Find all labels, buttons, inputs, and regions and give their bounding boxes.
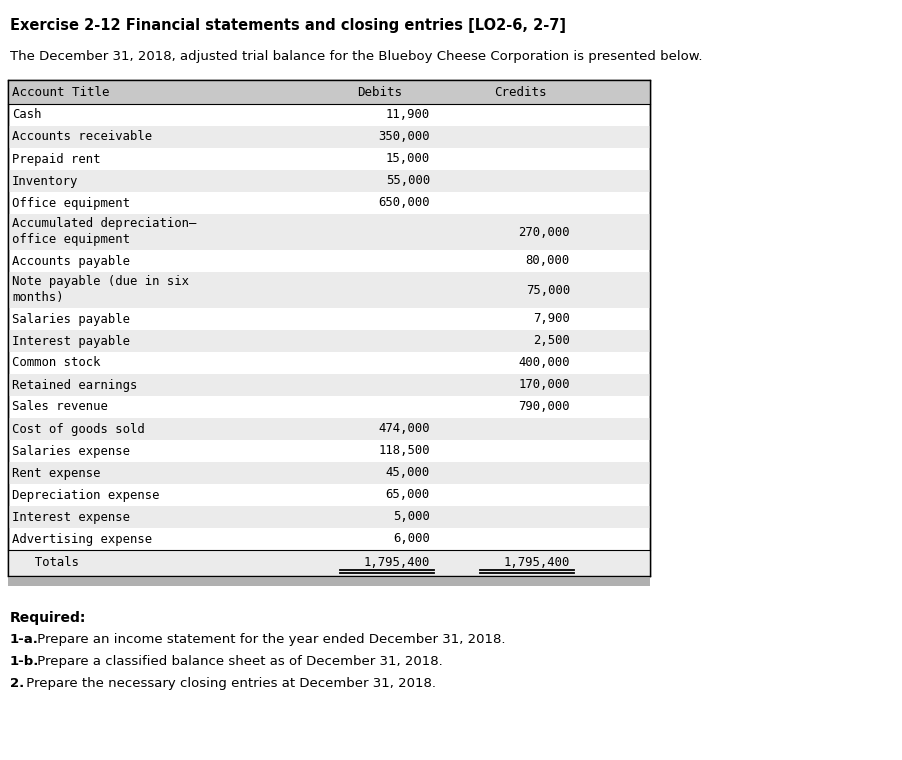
Text: 474,000: 474,000 <box>378 423 430 435</box>
Bar <box>8 550 650 576</box>
Text: 1,795,400: 1,795,400 <box>503 556 570 569</box>
Bar <box>8 170 650 192</box>
Text: 75,000: 75,000 <box>526 283 570 296</box>
Text: Totals: Totals <box>20 556 79 569</box>
Text: Accumulated depreciation–: Accumulated depreciation– <box>12 217 197 230</box>
Text: Common stock: Common stock <box>12 356 100 369</box>
Text: 45,000: 45,000 <box>386 467 430 480</box>
Bar <box>8 214 650 250</box>
Text: Prepare an income statement for the year ended December 31, 2018.: Prepare an income statement for the year… <box>33 633 506 646</box>
Text: months): months) <box>12 291 64 305</box>
Text: The December 31, 2018, adjusted trial balance for the Blueboy Cheese Corporation: The December 31, 2018, adjusted trial ba… <box>10 50 703 63</box>
Text: 6,000: 6,000 <box>393 533 430 546</box>
Text: 1,795,400: 1,795,400 <box>364 556 430 569</box>
Text: Credits: Credits <box>493 86 547 99</box>
Text: 5,000: 5,000 <box>393 511 430 524</box>
Text: Sales revenue: Sales revenue <box>12 401 108 413</box>
Text: Salaries expense: Salaries expense <box>12 445 130 458</box>
Text: 270,000: 270,000 <box>519 226 570 239</box>
Text: Required:: Required: <box>10 611 87 625</box>
Bar <box>8 330 650 352</box>
Bar <box>8 578 650 586</box>
Bar <box>8 462 650 484</box>
Bar <box>8 506 650 528</box>
Bar <box>8 418 650 440</box>
Text: Salaries payable: Salaries payable <box>12 312 130 325</box>
Text: Office equipment: Office equipment <box>12 197 130 210</box>
Text: Advertising expense: Advertising expense <box>12 533 152 546</box>
Text: Accounts payable: Accounts payable <box>12 255 130 268</box>
Text: Exercise 2-12 Financial statements and closing entries [LO2-6, 2-7]: Exercise 2-12 Financial statements and c… <box>10 18 566 33</box>
Text: 2.: 2. <box>10 677 24 690</box>
Text: Depreciation expense: Depreciation expense <box>12 489 160 502</box>
Text: Note payable (due in six: Note payable (due in six <box>12 275 189 288</box>
Text: Debits: Debits <box>357 86 402 99</box>
Text: 80,000: 80,000 <box>526 255 570 268</box>
Text: Interest expense: Interest expense <box>12 511 130 524</box>
Text: Cost of goods sold: Cost of goods sold <box>12 423 144 435</box>
Text: Retained earnings: Retained earnings <box>12 378 137 391</box>
Bar <box>8 80 650 104</box>
Text: 170,000: 170,000 <box>519 378 570 391</box>
Text: 1-a.: 1-a. <box>10 633 39 646</box>
Text: 65,000: 65,000 <box>386 489 430 502</box>
Text: Interest payable: Interest payable <box>12 334 130 347</box>
Text: 1-b.: 1-b. <box>10 655 40 668</box>
Text: office equipment: office equipment <box>12 233 130 246</box>
Text: Inventory: Inventory <box>12 175 78 188</box>
Text: 7,900: 7,900 <box>533 312 570 325</box>
Text: Rent expense: Rent expense <box>12 467 100 480</box>
Text: Account Title: Account Title <box>12 86 109 99</box>
Text: 118,500: 118,500 <box>378 445 430 458</box>
Bar <box>8 80 650 576</box>
Text: Prepare the necessary closing entries at December 31, 2018.: Prepare the necessary closing entries at… <box>22 677 436 690</box>
Text: Cash: Cash <box>12 109 41 122</box>
Bar <box>8 374 650 396</box>
Text: Prepaid rent: Prepaid rent <box>12 153 100 166</box>
Text: 11,900: 11,900 <box>386 109 430 122</box>
Text: 15,000: 15,000 <box>386 153 430 166</box>
Bar <box>8 126 650 148</box>
Text: 2,500: 2,500 <box>533 334 570 347</box>
Text: 350,000: 350,000 <box>378 131 430 144</box>
Text: 400,000: 400,000 <box>519 356 570 369</box>
Text: Prepare a classified balance sheet as of December 31, 2018.: Prepare a classified balance sheet as of… <box>33 655 443 668</box>
Text: 650,000: 650,000 <box>378 197 430 210</box>
Text: 55,000: 55,000 <box>386 175 430 188</box>
Text: Accounts receivable: Accounts receivable <box>12 131 152 144</box>
Bar <box>8 272 650 308</box>
Text: 790,000: 790,000 <box>519 401 570 413</box>
